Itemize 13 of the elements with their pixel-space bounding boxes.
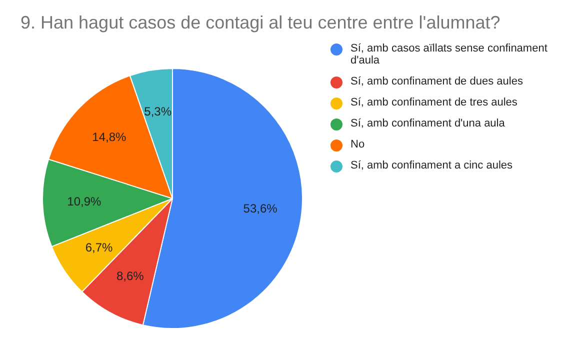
legend-label: No: [350, 138, 365, 150]
data-label: 14,8%: [92, 130, 127, 144]
legend-label: Sí, amb confinament de tres aules: [350, 96, 518, 108]
legend-label: Sí, amb confinament d'una aula: [350, 118, 506, 130]
chart-title: 9. Han hagut casos de contagi al teu centre entre l'alumnat?: [20, 12, 500, 32]
data-label: 10,9%: [67, 194, 102, 209]
data-label: 8,6%: [116, 269, 144, 284]
data-label: 6,7%: [85, 240, 114, 255]
legend-label: Sí, amb casos aïllats sense confinament d'aula: [350, 42, 548, 66]
data-label: 5,3%: [144, 104, 172, 118]
legend-label: Sí, amb confinament a cinc aules: [350, 160, 514, 172]
legend-label: Sí, amb confinament de dues aules: [350, 76, 524, 88]
data-label: 53,6%: [243, 202, 278, 216]
